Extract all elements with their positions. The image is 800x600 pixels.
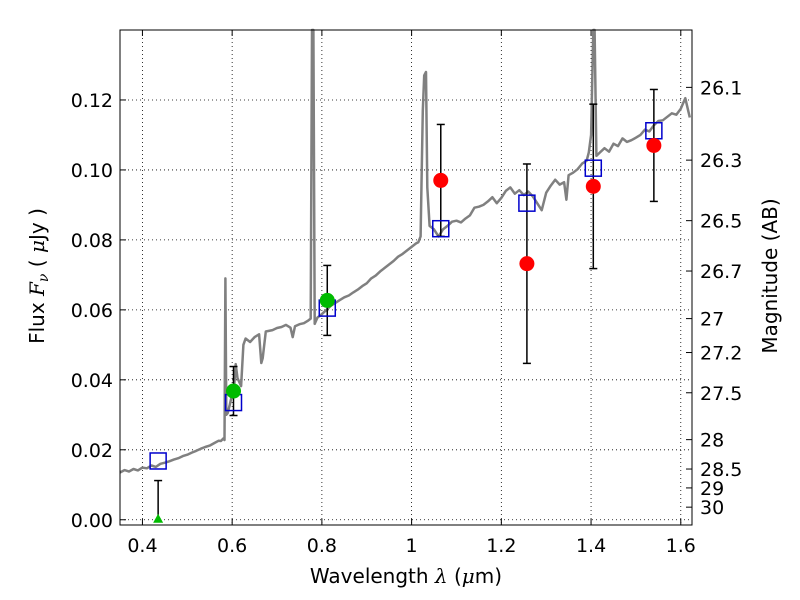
y-axis-ticks: 0.00 0.02 0.04 0.06 0.08 0.10 0.12 [71, 90, 126, 532]
magnitude-tick-label: 26.5 [700, 211, 742, 233]
y-axis-label-mid: ( [25, 253, 49, 274]
magnitude-tick-label: 26.7 [700, 261, 742, 283]
x-axis-label-symbol: λ [434, 564, 448, 588]
model-point [584, 159, 603, 177]
x-axis-ticks: 0.4 0.6 0.8 1 1.2 1.4 1.6 [127, 30, 696, 557]
x-axis-label: Wavelength λ (μm) [310, 564, 502, 588]
magnitude-tick-label: 28.5 [700, 459, 742, 481]
y-tick-label: 0.12 [71, 90, 113, 112]
observed-point [585, 178, 601, 194]
y-tick-label: 0.10 [71, 160, 113, 182]
y-tick-label: 0.08 [71, 230, 113, 252]
plot-frame [119, 29, 693, 526]
y-axis-label-symbol: F [25, 281, 49, 297]
model-point [518, 194, 536, 212]
y-axis-label: Flux Fν ( μJy ) [25, 208, 52, 344]
error-bars [154, 88, 658, 520]
magnitude-tick-label: 29 [700, 478, 724, 500]
magnitude-tick-label: 26.1 [700, 77, 742, 99]
magnitude-tick-label: 27.2 [700, 343, 742, 365]
model-point [432, 219, 450, 238]
y-tick-label: 0.02 [71, 440, 113, 462]
observed-point [519, 256, 535, 272]
x-tick-label: 0.4 [127, 535, 157, 557]
y-tick-label: 0.06 [71, 300, 113, 322]
x-axis-label-unit: m) [475, 564, 502, 588]
y-axis-label-unit: Jy ) [25, 208, 49, 242]
spectrum-line [119, 28, 692, 474]
magnitude-tick-label: 30 [700, 497, 724, 519]
magnitude-tick-label: 27.5 [700, 383, 742, 405]
x-tick-label: 1.2 [486, 535, 516, 557]
spectrum-series [119, 28, 692, 474]
model-photometry-series [149, 121, 663, 470]
x-tick-label: 0.6 [217, 535, 247, 557]
x-axis-label-unit-mu: μ [462, 564, 475, 588]
x-axis-label-prefix: Wavelength [310, 564, 435, 588]
magnitude-tick-label: 27 [700, 309, 724, 331]
observed-point [646, 137, 662, 153]
magnitude-tick-label: 26.3 [700, 150, 742, 172]
observed-point [226, 383, 242, 399]
magnitude-tick-label: 28 [700, 430, 724, 452]
x-tick-label: 1.6 [666, 535, 696, 557]
model-point [149, 452, 167, 470]
y-tick-label: 0.00 [71, 510, 113, 532]
x-tick-label: 0.8 [307, 535, 337, 557]
magnitude-axis-label: Magnitude (AB) [758, 198, 782, 353]
y-axis-label-subscript: ν [36, 273, 52, 282]
y-axis-label-unit-mu: μ [25, 240, 49, 253]
observed-point [433, 172, 449, 188]
observed-point-upper-limit [153, 513, 164, 523]
grid [120, 30, 692, 525]
observed-photometry-series [153, 137, 662, 523]
x-tick-label: 1.4 [576, 535, 606, 557]
y-axis-label-prefix: Flux [25, 296, 49, 344]
y-tick-label: 0.04 [71, 370, 113, 392]
x-axis-label-mid: ( [448, 564, 462, 588]
observed-point [319, 292, 335, 308]
x-tick-label: 1 [406, 535, 418, 557]
